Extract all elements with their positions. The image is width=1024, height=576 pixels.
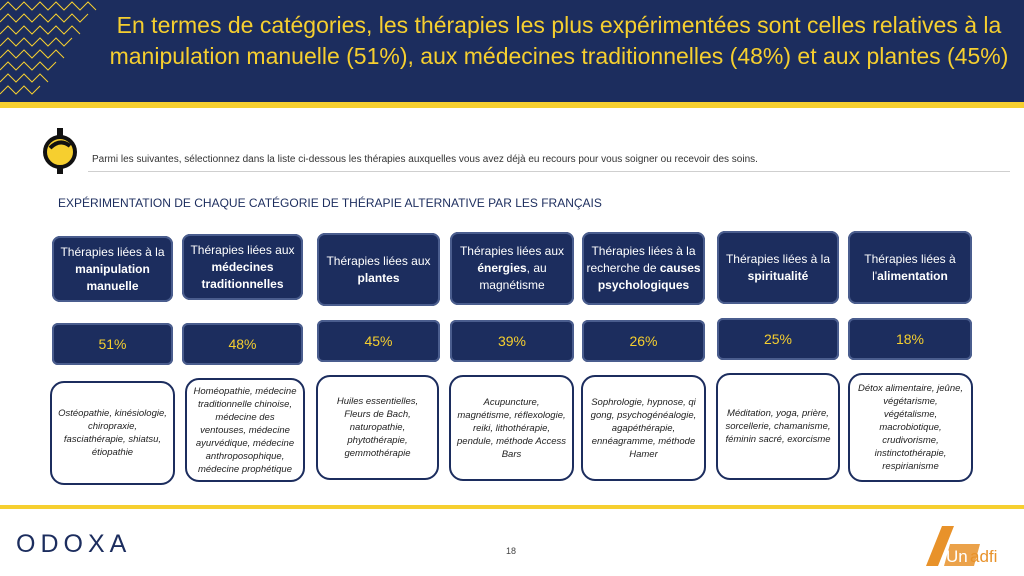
- odoxa-circle-icon: [43, 128, 77, 174]
- examples-text: Acupuncture, magnétisme, réflexologie, r…: [457, 396, 566, 460]
- examples-energies: Acupuncture, magnétisme, réflexologie, r…: [449, 375, 574, 481]
- category-card-spiritualite: Thérapies liées à la spiritualité: [717, 231, 839, 304]
- category-label: Thérapies liées à la recherche de causes…: [586, 243, 701, 294]
- category-label: Thérapies liées à la manipulation manuel…: [56, 244, 169, 295]
- examples-text: Détox alimentaire, jeûne, végétarisme, v…: [857, 383, 964, 472]
- category-card-plantes: Thérapies liées aux plantes: [317, 233, 440, 306]
- page-title-line-2: manipulation manuelle (51%), aux médecin…: [109, 43, 1009, 69]
- examples-manipulation-manuelle: Ostéopathie, kinésiologie, chiropraxie, …: [50, 381, 175, 485]
- zigzag-pattern-icon: [0, 1, 97, 95]
- category-label-prefix: Thérapies liées aux: [326, 253, 431, 268]
- category-label-prefix: Thérapies liées aux: [459, 244, 565, 258]
- category-label-keyword: médecines traditionnelles: [201, 259, 284, 291]
- examples-spiritualite: Méditation, yoga, prière, sorcellerie, c…: [716, 373, 840, 480]
- examples-text: Homéopathie, médecine traditionnelle chi…: [193, 385, 297, 475]
- category-label: Thérapies liées aux plantes: [321, 253, 436, 287]
- examples-medecines-traditionnelles: Homéopathie, médecine traditionnelle chi…: [185, 378, 305, 482]
- category-label: Thérapies liées aux énergies, au magnéti…: [454, 243, 570, 294]
- category-label-prefix: Thérapies liées à la recherche de: [586, 244, 696, 275]
- examples-alimentation: Détox alimentaire, jeûne, végétarisme, v…: [848, 373, 973, 482]
- examples-text: Huiles essentielles, Fleurs de Bach, nat…: [336, 396, 419, 459]
- category-card-causes-psychologiques: Thérapies liées à la recherche de causes…: [582, 232, 705, 305]
- examples-plantes: Huiles essentielles, Fleurs de Bach, nat…: [316, 375, 439, 480]
- examples-text: Méditation, yoga, prière, sorcellerie, c…: [725, 408, 831, 445]
- examples-causes-psychologiques: Sophrologie, hypnose, qi gong, psychogén…: [581, 375, 706, 481]
- header-banner: En termes de catégories, les thérapies l…: [0, 0, 1024, 102]
- page-title: En termes de catégories, les thérapies l…: [106, 10, 1012, 72]
- category-label-keyword: spiritualité: [747, 268, 809, 283]
- category-label: Thérapies liées à la spiritualité: [721, 251, 835, 285]
- odoxa-logo: ODOXA: [16, 530, 132, 558]
- survey-question: Parmi les suivantes, sélectionnez dans l…: [92, 154, 758, 165]
- percentage-plantes: 45%: [317, 320, 440, 362]
- category-label-prefix: Thérapies liées à la: [725, 251, 831, 266]
- divider: [88, 171, 1010, 172]
- category-label: Thérapies liées à l'alimentation: [852, 251, 968, 285]
- category-label-prefix: Thérapies liées à la: [60, 244, 165, 259]
- percentage-causes-psychologiques: 26%: [582, 320, 705, 362]
- category-label-keyword: énergies: [477, 261, 527, 275]
- footer-accent-band: [0, 505, 1024, 509]
- category-label-prefix: Thérapies liées à l': [864, 251, 956, 283]
- percentage-medecines-traditionnelles: 48%: [182, 323, 303, 365]
- page-number: 18: [506, 546, 517, 556]
- examples-text: Ostéopathie, kinésiologie, chiropraxie, …: [58, 408, 167, 458]
- unadfi-logo-icon: Un adfi: [926, 526, 997, 566]
- percentage-manipulation-manuelle: 51%: [52, 323, 173, 365]
- svg-text:adfi: adfi: [970, 547, 997, 566]
- category-card-manipulation-manuelle: Thérapies liées à la manipulation manuel…: [52, 236, 173, 302]
- section-title: EXPÉRIMENTATION DE CHAQUE CATÉGORIE DE T…: [58, 196, 602, 210]
- percentage-alimentation: 18%: [848, 318, 972, 360]
- category-label-keyword: causes psychologiques: [597, 261, 701, 292]
- category-label-keyword: plantes: [357, 270, 400, 285]
- percentage-energies: 39%: [450, 320, 574, 362]
- header-accent-band: [0, 102, 1024, 108]
- category-label-suffix: , au magnétisme: [479, 261, 547, 292]
- category-card-alimentation: Thérapies liées à l'alimentation: [848, 231, 972, 304]
- category-label-keyword: alimentation: [877, 268, 948, 283]
- category-card-energies: Thérapies liées aux énergies, au magnéti…: [450, 232, 574, 305]
- percentage-spiritualite: 25%: [717, 318, 839, 360]
- category-card-medecines-traditionnelles: Thérapies liées aux médecines traditionn…: [182, 234, 303, 300]
- category-label-keyword: manipulation manuelle: [75, 261, 150, 293]
- category-label-prefix: Thérapies liées aux: [190, 242, 295, 257]
- examples-text: Sophrologie, hypnose, qi gong, psychogén…: [590, 396, 697, 460]
- svg-text:Un: Un: [946, 547, 968, 566]
- category-label: Thérapies liées aux médecines traditionn…: [186, 242, 299, 293]
- page-title-line-1: En termes de catégories, les thérapies l…: [116, 12, 1002, 38]
